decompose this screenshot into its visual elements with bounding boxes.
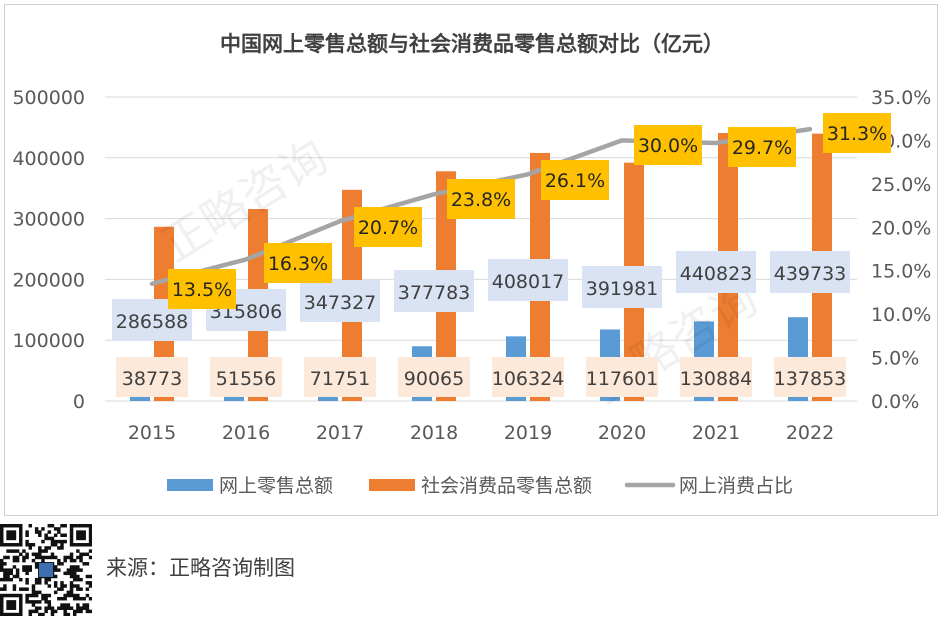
data-label-share: 20.7% xyxy=(358,217,418,239)
data-label-online: 130884 xyxy=(680,368,753,390)
data-label-retail: 377783 xyxy=(398,282,471,304)
data-label-share: 31.3% xyxy=(827,123,887,145)
data-label-box-online xyxy=(492,357,564,397)
data-label-box-online xyxy=(304,357,376,397)
data-label-online: 137853 xyxy=(774,368,847,390)
x-tick-label: 2018 xyxy=(410,422,458,444)
data-label-box-retail xyxy=(770,251,850,293)
chart-frame: 中国网上零售总额与社会消费品零售总额对比（亿元） 0 100000 200000 300… xyxy=(4,4,938,516)
data-label-box-online xyxy=(116,357,188,397)
data-label-box-share xyxy=(447,179,515,219)
data-label-online: 117601 xyxy=(586,368,659,390)
data-label-box-share xyxy=(823,113,891,153)
y-left-tick-label: 200000 xyxy=(12,269,85,291)
data-label-retail: 408017 xyxy=(492,271,565,293)
y-left-tick-label: 400000 xyxy=(12,148,85,170)
x-tick-label: 2017 xyxy=(316,422,364,444)
data-label-box-retail xyxy=(676,251,756,293)
data-label-box-share xyxy=(728,127,796,167)
x-tick-label: 2021 xyxy=(692,422,740,444)
data-label-box-share xyxy=(541,160,609,200)
y-left-tick-label: 500000 xyxy=(12,87,85,109)
data-label-online: 38773 xyxy=(122,368,182,390)
y-left-tick-label: 100000 xyxy=(12,330,85,352)
data-label-box-online xyxy=(398,357,470,397)
x-tick-label: 2019 xyxy=(504,422,552,444)
y-left-tick-label: 0 xyxy=(73,391,85,413)
data-label-share: 23.8% xyxy=(451,189,511,211)
data-label-box-online xyxy=(680,357,752,397)
y-left-tick-label: 300000 xyxy=(12,209,85,231)
data-label-box-retail xyxy=(394,270,474,312)
y-right-tick-label: 10.0% xyxy=(871,304,931,326)
x-tick-label: 2022 xyxy=(786,422,834,444)
x-tick-label: 2020 xyxy=(598,422,646,444)
y-right-tick-label: 35.0% xyxy=(871,87,931,109)
data-label-box-online xyxy=(774,357,846,397)
y-right-tick-label: 20.0% xyxy=(871,217,931,239)
data-label-online: 90065 xyxy=(404,368,464,390)
data-label-box-share xyxy=(168,269,236,309)
legend-label-retail: 社会消费品零售总额 xyxy=(421,475,592,497)
data-label-share: 30.0% xyxy=(638,135,698,157)
data-label-online: 106324 xyxy=(492,368,565,390)
data-label-retail: 391981 xyxy=(586,278,659,300)
x-tick-label: 2015 xyxy=(128,422,176,444)
data-label-share: 26.1% xyxy=(545,170,605,192)
legend-swatch-retail xyxy=(369,479,415,491)
legend-label-online: 网上零售总额 xyxy=(219,475,333,497)
y-right-tick-label: 0.0% xyxy=(871,391,919,413)
data-label-share: 16.3% xyxy=(268,253,328,275)
data-label-retail: 347327 xyxy=(304,292,377,314)
data-label-box-retail xyxy=(488,259,568,301)
data-label-box-share xyxy=(634,125,702,165)
data-label-share: 13.5% xyxy=(172,279,232,301)
data-label-online: 51556 xyxy=(216,368,276,390)
data-label-retail: 440823 xyxy=(680,263,753,285)
data-label-box-online xyxy=(586,357,658,397)
legend-label-share: 网上消费占比 xyxy=(679,475,793,497)
legend-swatch-online xyxy=(167,479,213,491)
data-label-share: 29.7% xyxy=(732,137,792,159)
x-tick-label: 2016 xyxy=(222,422,270,444)
data-label-retail: 286588 xyxy=(116,311,189,333)
chart: 中国网上零售总额与社会消费品零售总额对比（亿元） 0 100000 200000 300… xyxy=(12,32,931,497)
data-label-box-retail xyxy=(300,280,380,322)
data-label-online: 71751 xyxy=(310,368,370,390)
data-label-box-online xyxy=(210,357,282,397)
y-right-tick-label: 5.0% xyxy=(871,348,919,370)
y-right-tick-label: 25.0% xyxy=(871,174,931,196)
data-label-box-retail xyxy=(582,266,662,308)
chart-title: 中国网上零售总额与社会消费品零售总额对比（亿元） xyxy=(220,32,724,56)
data-label-box-share xyxy=(354,207,422,247)
source-note: 来源：正略咨询制图 xyxy=(106,556,295,580)
y-right-tick-label: 15.0% xyxy=(871,261,931,283)
qr-code-icon xyxy=(0,524,92,616)
data-label-box-share xyxy=(264,243,332,283)
data-label-retail: 439733 xyxy=(774,263,847,285)
